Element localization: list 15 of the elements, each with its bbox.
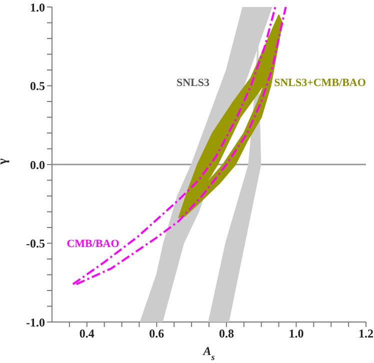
x-tick-label: 1.0 [288, 326, 304, 341]
y-tick-label: 1.0 [30, 0, 45, 14]
y-tick-label: 0.5 [30, 79, 45, 94]
x-tick-label: 0.6 [149, 326, 164, 341]
y-tick-label: -1.0 [26, 315, 45, 330]
annotation: CMB/BAO [66, 238, 120, 250]
x-tick-label: 0.4 [79, 326, 94, 341]
y-tick-label: -0.5 [26, 236, 45, 251]
x-tick-label: 1.2 [358, 326, 374, 341]
y-tick-label: 0.0 [30, 158, 45, 172]
annotation: SNLS3 [176, 76, 210, 89]
annotation: SNLS3+CMB/BAO [274, 76, 366, 89]
y-axis-title: γ [0, 158, 10, 166]
x-axis-title: A$_{s}$ [202, 344, 216, 362]
x-tick-label: 0.8 [218, 326, 234, 341]
